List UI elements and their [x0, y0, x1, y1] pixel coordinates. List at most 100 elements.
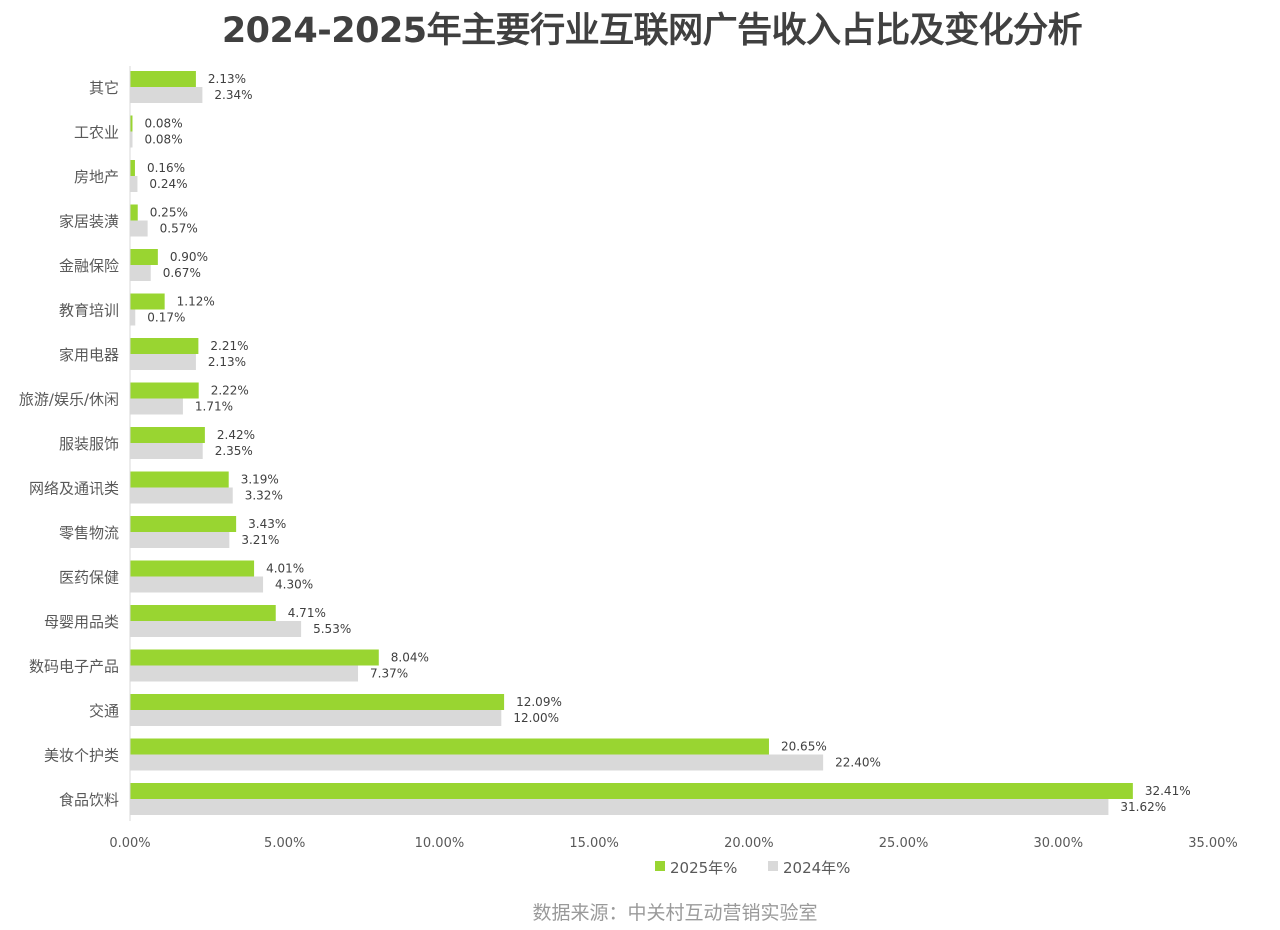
bar-2025	[130, 427, 205, 443]
data-label: 32.41%	[1145, 784, 1191, 798]
category-label: 母婴用品类	[44, 613, 119, 631]
data-label: 0.25%	[150, 206, 188, 220]
bar-2024	[130, 354, 196, 370]
category-label: 教育培训	[59, 302, 119, 320]
x-tick-label: 25.00%	[879, 836, 929, 851]
category-label: 服装服饰	[59, 435, 119, 453]
bar-2025	[130, 471, 229, 488]
bar-2024	[130, 754, 824, 771]
bar-2024	[130, 487, 233, 504]
category-label: 家居装潢	[59, 213, 119, 231]
chart-title: 2024-2025年主要行业互联网广告收入占比及变化分析	[221, 11, 1083, 51]
data-label: 4.71%	[288, 606, 326, 620]
data-label: 0.90%	[170, 250, 208, 264]
bar-2024	[130, 176, 138, 192]
x-tick-label: 35.00%	[1188, 836, 1238, 851]
bar-2025	[130, 293, 165, 310]
category-label: 数码电子产品	[29, 658, 119, 676]
bar-2025	[130, 516, 237, 532]
bar-2025	[130, 160, 135, 176]
legend-swatch-2025	[655, 861, 665, 871]
bar-2024	[130, 398, 183, 415]
category-label: 食品饮料	[59, 791, 119, 809]
bar-2024	[130, 532, 230, 548]
bar-2024	[130, 265, 151, 281]
data-label: 0.16%	[147, 161, 185, 175]
bar-2025	[130, 649, 379, 666]
bar-2025	[130, 605, 276, 621]
data-label: 3.32%	[245, 489, 283, 503]
x-tick-label: 30.00%	[1033, 836, 1083, 851]
x-tick-label: 5.00%	[264, 836, 305, 851]
category-label: 美妆个护类	[44, 747, 119, 765]
data-label: 31.62%	[1120, 800, 1166, 814]
data-label: 3.43%	[248, 517, 286, 531]
bar-2024	[130, 621, 302, 637]
bar-2025	[130, 338, 199, 354]
bar-2024	[130, 220, 148, 237]
data-label: 20.65%	[781, 740, 827, 754]
data-label: 3.21%	[241, 533, 279, 547]
data-label: 4.01%	[266, 562, 304, 576]
data-label: 2.35%	[215, 444, 253, 458]
category-label: 医药保健	[59, 569, 119, 587]
data-label: 3.19%	[241, 473, 279, 487]
bar-2025	[130, 783, 1133, 799]
data-label: 4.30%	[275, 578, 313, 592]
data-label: 0.08%	[144, 133, 182, 147]
legend-swatch-2024	[768, 861, 778, 871]
bar-2024	[130, 576, 264, 593]
bar-2024	[130, 665, 359, 682]
bar-2025	[130, 382, 199, 399]
bar-2025	[130, 115, 133, 132]
data-label: 12.00%	[513, 711, 559, 725]
data-label: 12.09%	[516, 695, 562, 709]
data-label: 0.57%	[160, 222, 198, 236]
bar-2025	[130, 71, 196, 87]
bar-2025	[130, 560, 255, 577]
data-label: 0.67%	[163, 266, 201, 280]
data-source: 数据来源：中关村互动营销实验室	[532, 902, 818, 924]
bar-2024	[130, 309, 136, 326]
data-label: 5.53%	[313, 622, 351, 636]
data-label: 2.42%	[217, 428, 255, 442]
data-label: 2.13%	[208, 355, 246, 369]
x-tick-label: 15.00%	[569, 836, 619, 851]
category-label: 交通	[89, 702, 119, 720]
data-label: 2.13%	[208, 72, 246, 86]
legend-label: 2025年%	[670, 859, 737, 877]
bar-2024	[130, 131, 133, 148]
x-tick-label: 0.00%	[109, 836, 150, 851]
bar-2025	[130, 694, 505, 710]
category-label: 房地产	[74, 168, 119, 186]
data-label: 0.24%	[149, 177, 187, 191]
bar-2025	[130, 204, 138, 221]
data-label: 1.71%	[195, 400, 233, 414]
x-tick-label: 10.00%	[415, 836, 465, 851]
data-label: 8.04%	[391, 651, 429, 665]
data-label: 1.12%	[177, 295, 215, 309]
bar-2024	[130, 443, 203, 459]
category-label: 工农业	[74, 124, 119, 142]
data-label: 0.17%	[147, 311, 185, 325]
category-label: 旅游/娱乐/休闲	[19, 391, 119, 409]
data-label: 7.37%	[370, 667, 408, 681]
category-label: 网络及通讯类	[29, 480, 119, 498]
x-tick-label: 20.00%	[724, 836, 774, 851]
category-label: 金融保险	[59, 257, 119, 275]
data-label: 2.22%	[211, 384, 249, 398]
bar-2025	[130, 249, 158, 265]
legend-label: 2024年%	[783, 859, 850, 877]
category-label: 家用电器	[59, 346, 119, 364]
bar-2025	[130, 738, 769, 755]
category-label: 零售物流	[59, 524, 119, 542]
data-label: 2.34%	[214, 88, 252, 102]
data-label: 22.40%	[835, 756, 881, 770]
category-label: 其它	[89, 79, 119, 97]
data-label: 2.21%	[210, 339, 248, 353]
data-label: 0.08%	[144, 117, 182, 131]
bar-2024	[130, 87, 203, 103]
bar-2024	[130, 799, 1109, 815]
bar-2024	[130, 710, 502, 726]
